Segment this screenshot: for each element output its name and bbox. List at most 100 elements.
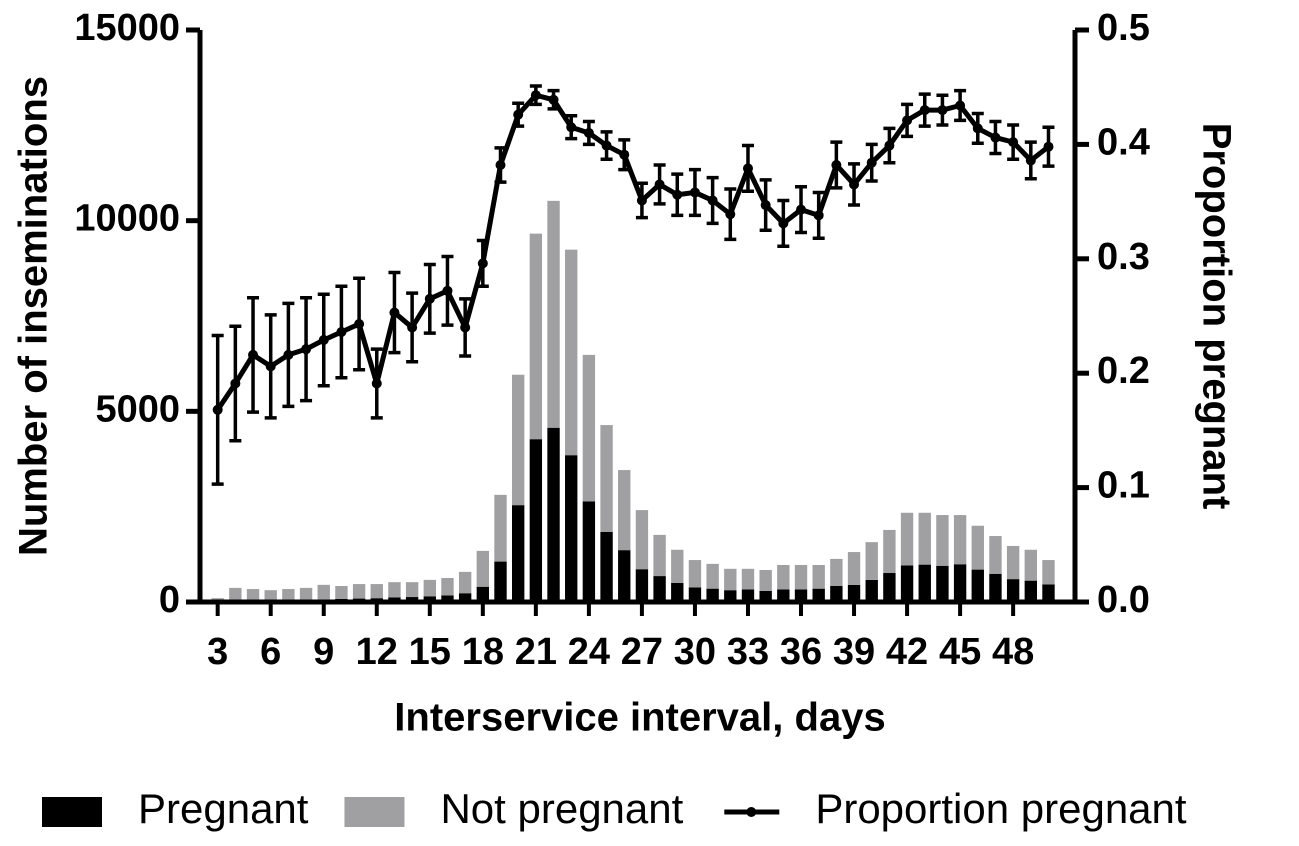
x-tick-label: 36 [780, 631, 822, 673]
x-tick-label: 30 [674, 631, 716, 673]
point [371, 378, 382, 389]
bar [759, 569, 772, 591]
x-tick-label: 3 [207, 631, 228, 673]
point [230, 378, 241, 389]
bar [229, 587, 242, 601]
bar [423, 579, 436, 597]
y-tick-label: 10000 [74, 198, 180, 240]
bar [688, 560, 702, 588]
point [548, 94, 559, 105]
bar [565, 249, 578, 456]
x-tick-label: 27 [621, 631, 663, 673]
bar [671, 549, 684, 583]
point [990, 132, 1001, 143]
bar [529, 439, 543, 602]
x-tick-label: 9 [313, 631, 334, 673]
point [955, 100, 966, 111]
point [530, 90, 541, 101]
y-tick-label: 0 [159, 579, 180, 621]
legend-label: Pregnant [138, 785, 309, 832]
bar [653, 576, 666, 602]
bar [971, 569, 984, 602]
point [636, 195, 647, 206]
bar [600, 531, 613, 602]
bar [423, 596, 436, 602]
bar [1006, 579, 1020, 602]
bar [600, 425, 613, 532]
bar [706, 588, 719, 602]
y2-tick-label: 0.1 [1097, 465, 1150, 507]
y2-tick-label: 0.3 [1097, 236, 1150, 278]
bar [918, 512, 931, 565]
bar [812, 588, 825, 602]
bar [1024, 549, 1037, 581]
bar [741, 568, 755, 590]
y2-tick-label: 0.4 [1097, 121, 1150, 163]
point [407, 322, 418, 333]
point [513, 109, 524, 120]
point [1008, 137, 1019, 148]
bar [918, 564, 931, 602]
bar [511, 374, 525, 506]
bar [370, 584, 383, 599]
point [424, 293, 435, 304]
x-tick-label: 21 [515, 631, 557, 673]
point [283, 349, 294, 360]
x-tick-label: 18 [462, 631, 504, 673]
bar [883, 529, 896, 574]
bar [547, 200, 560, 428]
point [796, 204, 807, 215]
bar [618, 470, 631, 551]
point [866, 157, 877, 168]
bar [635, 510, 649, 570]
x-tick-label: 45 [939, 631, 981, 673]
point [301, 344, 312, 355]
bar [794, 589, 808, 602]
bar [511, 505, 525, 602]
bar [1042, 560, 1055, 585]
point [902, 115, 913, 126]
bar [458, 571, 472, 594]
bar [830, 558, 843, 586]
y2-tick-label: 0.0 [1097, 579, 1150, 621]
point [354, 319, 365, 330]
bar [936, 515, 949, 566]
point [1025, 155, 1036, 166]
point [725, 209, 736, 220]
bar [971, 525, 984, 570]
point [707, 195, 718, 206]
bar [759, 590, 772, 602]
bar [317, 584, 330, 600]
bar [476, 586, 490, 602]
bar [458, 593, 472, 602]
point [937, 105, 948, 116]
bar [547, 427, 560, 602]
bar [1006, 545, 1020, 580]
point [336, 327, 347, 338]
bar [441, 595, 454, 602]
legend-label: Not pregnant [440, 785, 683, 832]
x-tick-label: 15 [409, 631, 451, 673]
point [972, 123, 983, 134]
y-tick-label: 5000 [95, 388, 180, 430]
y-tick-label: 15000 [74, 7, 180, 49]
bar [565, 455, 578, 602]
x-axis-label: Interservice interval, days [394, 696, 885, 740]
legend-label: Proportion pregnant [815, 785, 1187, 832]
bar [582, 501, 596, 602]
bar [724, 568, 737, 591]
bar [953, 515, 967, 565]
bar [582, 354, 596, 502]
point [654, 179, 665, 190]
bar [724, 590, 737, 602]
bar [618, 550, 631, 602]
bar [777, 589, 790, 602]
point [495, 159, 506, 170]
point [212, 404, 223, 415]
point [619, 149, 630, 160]
x-tick-label: 33 [727, 631, 769, 673]
bar [865, 579, 878, 602]
bar [299, 587, 313, 600]
bar [794, 565, 808, 590]
